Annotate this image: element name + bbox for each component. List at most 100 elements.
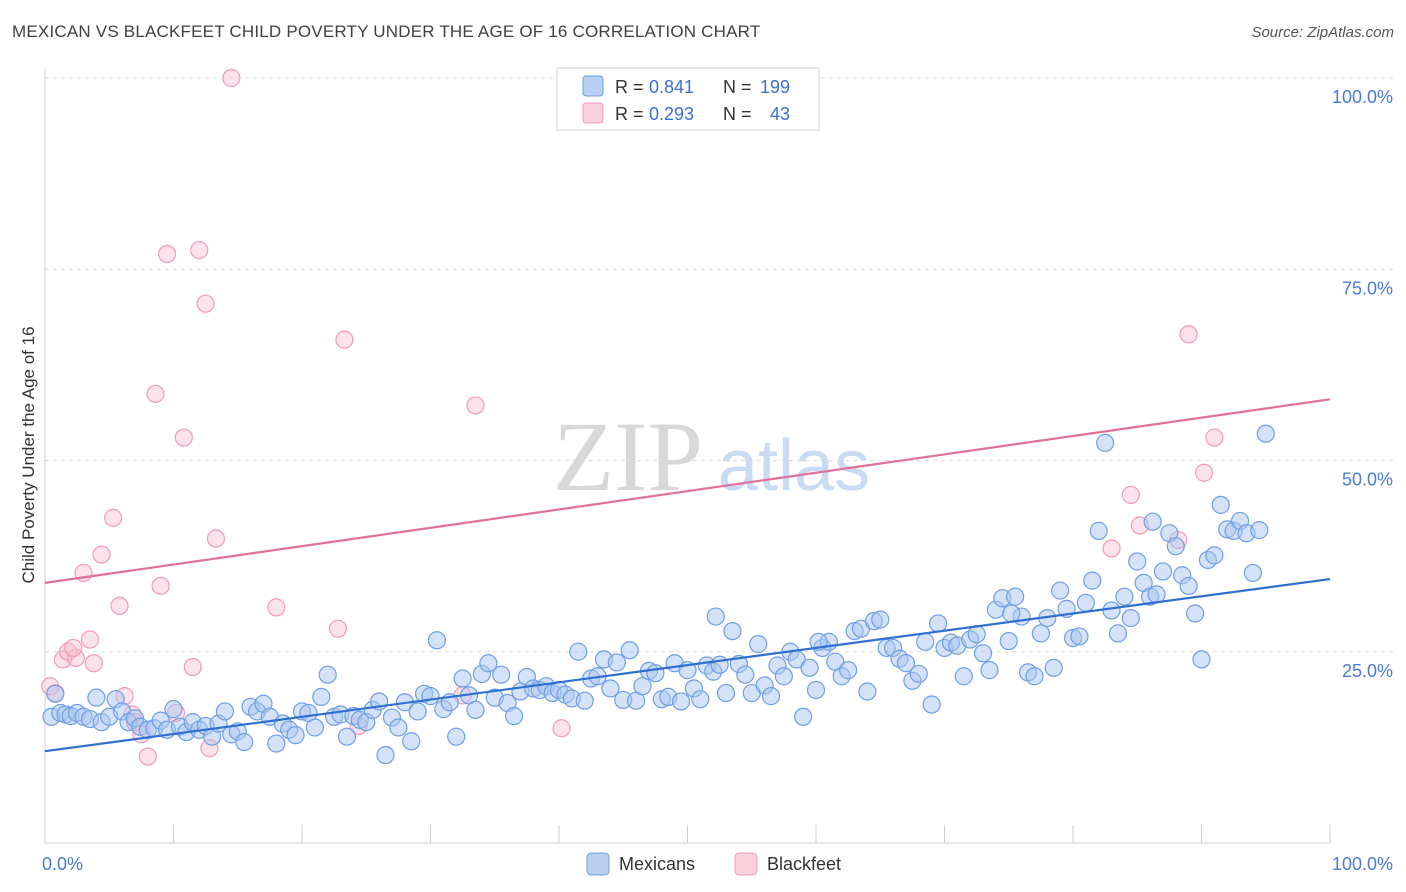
blackfeet-point [183,657,202,677]
mexicans-point [1051,581,1070,600]
grid-lines [45,77,1393,653]
blackfeet-point [138,747,157,766]
mexicans-trend-line [44,577,1331,753]
mexicans-point [1031,624,1050,643]
legend-r-value: 0.841 [649,77,694,97]
mexicans-point [706,607,725,626]
mexicans-point [1243,563,1263,583]
series-legend: Mexicans Blackfeet [586,852,841,876]
mexicans-point [646,664,665,683]
trend-lines [44,398,1331,753]
mexicans-point [1083,571,1102,590]
mexicans-point [312,687,331,706]
mexicans-point [1250,521,1269,540]
y-tick-label: 50.0% [1342,470,1393,490]
blackfeet-point [92,545,111,564]
mexicans-point [1128,552,1147,571]
mexicans-point [1070,627,1089,646]
mexicans-point [1179,576,1198,596]
blackfeet-point [1121,485,1140,505]
mexicans-point [1143,512,1162,531]
mexicans-point [337,727,357,746]
mexicans-point [896,654,916,673]
mexicans-point [453,669,472,688]
legend-r-label: R = [615,104,644,124]
mexicans-point [215,702,234,721]
blackfeet-point [80,630,100,649]
watermark-atlas: atlas [718,426,870,506]
mexicans-point [999,631,1018,651]
mexicans-point [601,679,620,698]
blackfeet-point [64,638,83,658]
mexicans-point [973,644,993,663]
y-tick-label: 25.0% [1342,661,1393,681]
blackfeet-point [146,384,165,404]
correlation-legend: R = 0.841 N = 199 R = 0.293 N = 43 [556,67,820,131]
blackfeet-point [196,294,215,313]
legend-swatch-blackfeet [734,852,758,876]
mexicans-point [46,684,65,703]
mexicans-point [761,687,781,706]
blackfeet-point [328,619,348,638]
mexicans-point [954,667,973,686]
mexicans-point [633,677,652,696]
y-tick-label: 100.0% [1332,87,1393,107]
mexicans-point [1211,495,1230,514]
mexicans-point [806,680,826,700]
legend-swatch-mexicans [582,75,604,97]
mexicans-point [87,688,106,707]
y-tick-labels: 25.0% 50.0% 75.0% 100.0% [1332,87,1393,681]
mexicans-point [164,700,183,719]
chart-title: MEXICAN VS BLACKFEET CHILD POVERTY UNDER… [12,22,761,41]
mexicans-point [871,610,890,629]
mexicans-point [1044,658,1063,677]
mexicans-point [691,690,710,709]
legend-label-mexicans: Mexicans [619,854,695,874]
mexicans-point [1205,546,1224,565]
mexicans-point [909,664,928,684]
mexicans-point [1108,624,1128,643]
mexicans-point [492,665,511,684]
mexicans-point [1096,433,1115,453]
mexicans-point [916,632,935,651]
blackfeet-point [552,719,571,738]
mexicans-point [1076,593,1095,612]
blackfeet-point [1102,539,1121,558]
blackfeet-point [1194,463,1214,482]
legend-r-value: 0.293 [649,104,694,124]
watermark-zip: ZIP [553,401,703,512]
mexicans-point [716,683,736,703]
legend-n-label: N = [723,104,752,124]
mexicans-point [318,665,337,684]
legend-n-value: 199 [760,77,790,97]
blackfeet-trend-line [44,398,1331,584]
mexicans-point [839,661,858,680]
x-tick-labels: 0.0% 100.0% [42,854,1393,874]
x-tick-label: 100.0% [1332,854,1393,874]
mexicans-point [1166,537,1185,556]
blackfeet-point [104,508,123,527]
mexicans-point [569,642,588,661]
mexicans-point [671,692,691,711]
blackfeet-point [1179,325,1198,344]
mexicans-point [858,682,877,701]
mexicans-point [421,687,440,706]
blackfeet-point [110,596,129,615]
x-tick-label: 0.0% [42,854,83,874]
mexicans-point [1153,562,1173,581]
mexicans-point [794,707,813,726]
legend-swatch-blackfeet [582,102,604,124]
mexicans-point [736,665,755,684]
mexicans-point [980,661,999,680]
mexicans-point [749,634,768,654]
mexicans-point [1185,604,1205,623]
blackfeet-point [466,396,485,415]
blackfeet-point [206,529,226,548]
blackfeet-point [157,244,177,264]
mexicans-point [305,718,324,737]
source-label: Source: ZipAtlas.com [1251,24,1394,41]
legend-swatch-mexicans [586,852,610,876]
legend-n-label: N = [723,77,752,97]
mexicans-point [466,700,485,719]
